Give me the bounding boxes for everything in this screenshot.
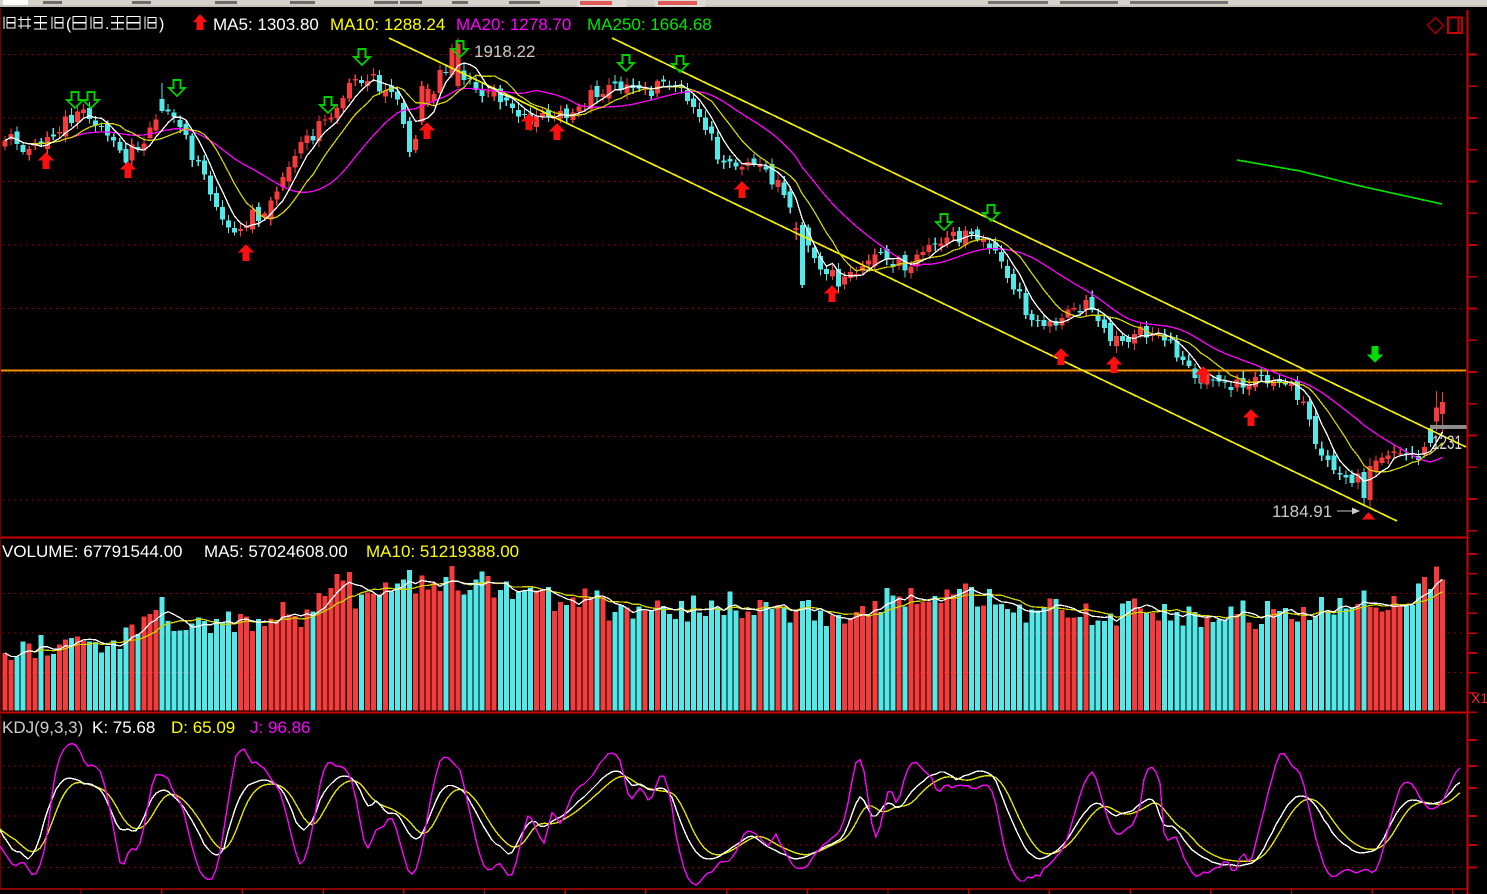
svg-text:MA20: 1278.70: MA20: 1278.70 bbox=[456, 15, 571, 34]
svg-text:KDJ(9,3,3): KDJ(9,3,3) bbox=[2, 718, 83, 737]
svg-text:D: 65.09: D: 65.09 bbox=[171, 718, 235, 737]
svg-text:.: . bbox=[105, 16, 109, 33]
svg-text:MA10: 1288.24: MA10: 1288.24 bbox=[330, 15, 445, 34]
svg-text:MA5: 57024608.00: MA5: 57024608.00 bbox=[204, 542, 348, 561]
svg-text:1918.22: 1918.22 bbox=[474, 42, 535, 61]
svg-text:1184.91: 1184.91 bbox=[1272, 502, 1332, 521]
svg-text:MA10: 51219388.00: MA10: 51219388.00 bbox=[366, 542, 519, 561]
svg-text:X1: X1 bbox=[1471, 690, 1487, 706]
svg-text:MA250: 1664.68: MA250: 1664.68 bbox=[587, 15, 712, 34]
svg-text:VOLUME: 67791544.00: VOLUME: 67791544.00 bbox=[2, 542, 183, 561]
svg-text:K: 75.68: K: 75.68 bbox=[92, 718, 155, 737]
svg-text:): ) bbox=[159, 16, 164, 33]
svg-text:MA5: 1303.80: MA5: 1303.80 bbox=[213, 15, 319, 34]
svg-text:1231: 1231 bbox=[1432, 433, 1462, 454]
svg-text:(: ( bbox=[66, 16, 72, 33]
svg-text:J: 96.86: J: 96.86 bbox=[250, 718, 311, 737]
